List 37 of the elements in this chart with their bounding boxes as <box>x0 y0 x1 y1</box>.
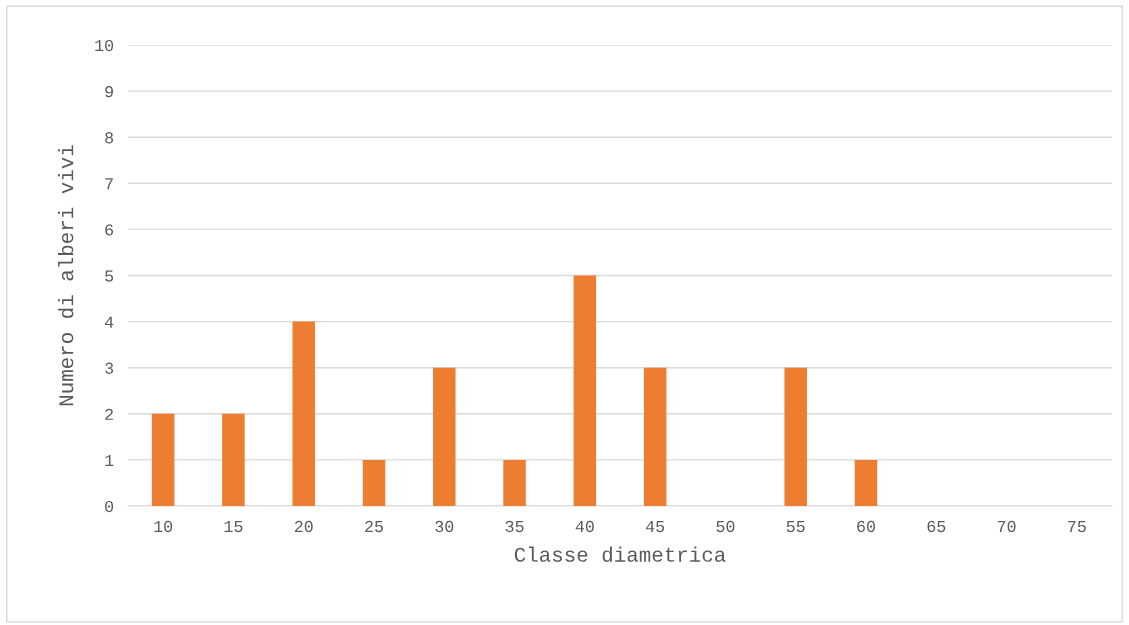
x-tick-label: 60 <box>857 520 875 533</box>
y-axis-title: Numero di alberi vivi <box>58 145 74 406</box>
x-tick-label: 30 <box>435 520 454 533</box>
x-tick-label: 40 <box>575 520 594 533</box>
y-tick-label: 4 <box>104 316 114 328</box>
bar <box>433 367 456 506</box>
x-tick-label: 15 <box>224 520 243 533</box>
x-tick-label: 10 <box>154 520 173 533</box>
x-tick-label: 50 <box>716 520 735 533</box>
y-tick-label: 6 <box>105 224 114 236</box>
y-tick-label: 9 <box>105 85 113 98</box>
y-tick-label: 10 <box>95 39 114 52</box>
bar <box>643 367 667 506</box>
x-tick-label: 35 <box>505 520 524 533</box>
x-tick-label: 55 <box>786 520 805 533</box>
bar <box>292 321 315 506</box>
x-tick-label: 65 <box>927 520 946 533</box>
y-tick-label: 1 <box>105 454 114 466</box>
y-tick-label: 5 <box>105 270 114 282</box>
y-tick-label: 2 <box>105 408 113 420</box>
y-tick-label: 7 <box>105 178 113 190</box>
x-axis-title: Classe diametrica <box>514 546 726 562</box>
x-tick-label: 45 <box>645 520 665 533</box>
x-tick-label: 20 <box>294 520 313 533</box>
bar <box>151 413 175 506</box>
x-tick-label: 75 <box>1068 520 1086 533</box>
bar <box>222 413 245 506</box>
x-tick-label: 70 <box>997 520 1016 533</box>
bar <box>784 367 807 506</box>
y-tick-label: 3 <box>105 362 114 374</box>
y-tick-label: 0 <box>105 500 114 513</box>
bar <box>362 459 386 506</box>
bar <box>503 459 526 506</box>
bar <box>573 275 597 506</box>
y-tick-label: 8 <box>105 132 114 144</box>
x-tick-label: 25 <box>365 520 383 533</box>
bar <box>854 459 878 506</box>
